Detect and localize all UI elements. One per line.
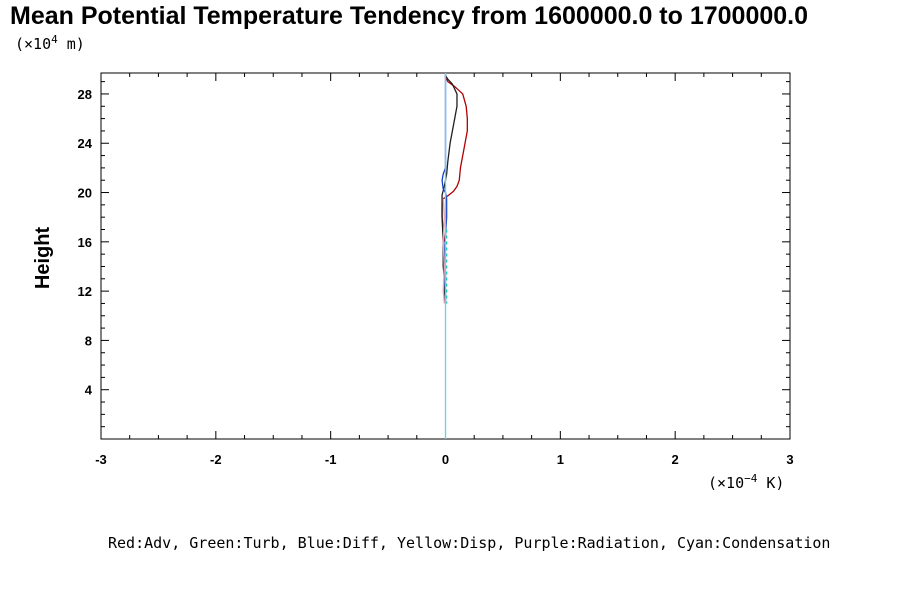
legend-note: Red:Adv, Green:Turb, Blue:Diff, Yellow:D… bbox=[108, 534, 830, 552]
y-tick-label: 8 bbox=[85, 333, 92, 348]
chart-title: Mean Potential Temperature Tendency from… bbox=[10, 2, 808, 30]
y-tick-label: 12 bbox=[78, 284, 92, 299]
x-tick-label: -1 bbox=[325, 452, 337, 467]
y-unit-label: (×104 m) bbox=[15, 33, 85, 53]
y-tick-label: 28 bbox=[78, 87, 92, 102]
axis-ticks bbox=[100, 73, 791, 439]
x-unit-label: (×10−4 K) bbox=[708, 472, 784, 492]
x-tick-label: -2 bbox=[210, 452, 222, 467]
y-tick-label: 20 bbox=[78, 186, 92, 201]
x-tick-label: 2 bbox=[672, 452, 679, 467]
x-tick-label: 1 bbox=[557, 452, 564, 467]
series-layer bbox=[441, 73, 468, 439]
y-tick-label: 16 bbox=[78, 235, 92, 250]
y-tick-label: 24 bbox=[78, 136, 93, 151]
series-line-4 bbox=[442, 198, 446, 304]
y-tick-label: 4 bbox=[85, 383, 93, 398]
x-tick-label: -3 bbox=[95, 452, 107, 467]
x-tick-label: 0 bbox=[442, 452, 449, 467]
x-tick-label: 3 bbox=[786, 452, 793, 467]
y-axis-title: Height bbox=[32, 227, 54, 290]
